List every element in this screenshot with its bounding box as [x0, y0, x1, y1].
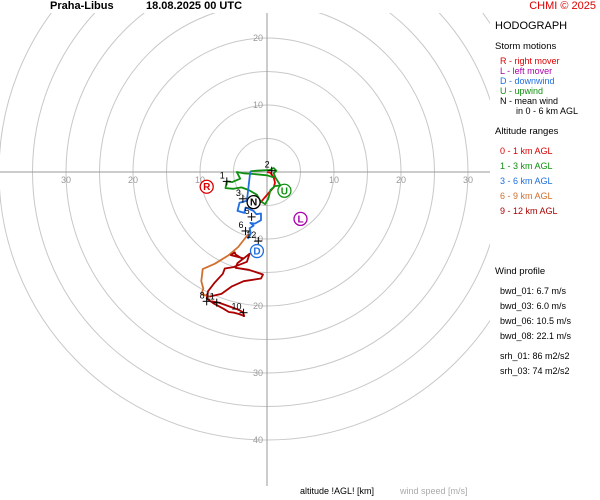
height-label: 12: [246, 230, 256, 240]
tick-label-x: 30: [61, 175, 71, 185]
height-label: 10: [232, 302, 242, 312]
wind-speed-label: wind speed [m/s]: [400, 486, 468, 496]
storm-motion-marker: [293, 211, 308, 227]
storm-motion-label: U: [281, 186, 288, 197]
wind-profile-item: srh_01: 86 m2/s2: [500, 351, 570, 361]
tick-label-y: 40: [253, 435, 263, 445]
height-label: 6: [239, 220, 244, 230]
station-name: Praha-Libus: [50, 0, 114, 12]
height-label: 3: [236, 188, 241, 198]
storm-motion-item: R - right mover: [500, 56, 560, 66]
storm-motion-marker: [249, 243, 265, 259]
wind-profile-item: bwd_03: 6.0 m/s: [500, 301, 567, 311]
wind-profile-item: bwd_06: 10.5 m/s: [500, 316, 572, 326]
height-label: 8: [200, 290, 205, 300]
storm-motion-label: D: [253, 247, 260, 258]
storm-motions-heading: Storm motions: [495, 41, 557, 52]
storm-motion-item: U - upwind: [500, 86, 544, 96]
altitude-label: altitude !AGL! [km]: [300, 486, 375, 496]
wind-profile-item: srh_03: 74 m2/s2: [500, 366, 570, 376]
altitude-ranges-heading: Altitude ranges: [495, 126, 559, 137]
height-label: 1: [220, 170, 225, 180]
storm-motion-item: D - downwind: [500, 76, 555, 86]
storm-motion-label: L: [297, 214, 303, 225]
storm-motion-item: L - left mover: [500, 66, 553, 76]
tick-label-y: 10: [253, 100, 263, 110]
storm-motion-marker: [277, 183, 292, 198]
tick-label-x: 30: [463, 175, 473, 185]
tick-label-x: 20: [128, 175, 138, 185]
height-label: 5: [245, 206, 250, 216]
altitude-range-item: 0 - 1 km AGL: [500, 146, 553, 156]
storm-motion-marker: [246, 194, 261, 210]
hodograph-segment: [259, 171, 276, 204]
tick-label-x: 20: [396, 175, 406, 185]
height-label: 2: [265, 160, 270, 170]
storm-motion-label: R: [203, 182, 211, 193]
altitude-range-item: 3 - 6 km AGL: [500, 176, 553, 186]
hodograph-segment: [205, 251, 264, 317]
storm-motions-note: in 0 - 6 km AGL: [516, 106, 579, 116]
panel-title: HODOGRAPH: [495, 20, 568, 32]
height-label: 11: [205, 292, 214, 302]
tick-label-y: 20: [253, 33, 263, 43]
storm-motion-item: N - mean wind: [500, 96, 559, 106]
storm-motion-marker: [199, 179, 214, 194]
hodograph-chart: 302010102030201010203040213561281110RLDU…: [0, 13, 490, 486]
storm-motion-label: N: [250, 198, 257, 209]
tick-label-x: 10: [195, 175, 205, 185]
hodograph-segment: [200, 233, 249, 298]
header: Praha-Libus 18.08.2025 00 UTC CHMI © 202…: [0, 0, 600, 16]
credit: CHMI © 2025: [529, 0, 596, 12]
altitude-range-item: 1 - 3 km AGL: [500, 161, 553, 171]
tick-label-x: 10: [329, 175, 339, 185]
altitude-range-item: 9 - 12 km AGL: [500, 206, 558, 216]
tick-label-y: 20: [253, 301, 263, 311]
wind-profile-heading: Wind profile: [495, 266, 546, 277]
datetime: 18.08.2025 00 UTC: [146, 0, 243, 12]
altitude-range-item: 6 - 9 km AGL: [500, 191, 553, 201]
hodograph-segment: [236, 171, 262, 240]
tick-label-y: 30: [253, 368, 263, 378]
wind-profile-item: bwd_08: 22.1 m/s: [500, 331, 572, 341]
wind-profile-item: bwd_01: 6.7 m/s: [500, 286, 567, 296]
